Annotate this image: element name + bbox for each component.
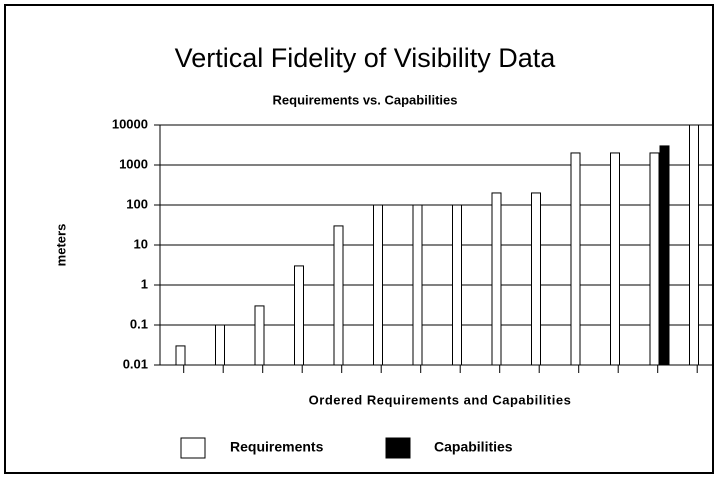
legend-swatch bbox=[385, 437, 411, 459]
bar bbox=[659, 145, 670, 366]
y-axis-label: meters bbox=[53, 224, 68, 267]
bar bbox=[215, 324, 225, 366]
x-axis-label: Ordered Requirements and Capabilities bbox=[309, 392, 572, 407]
bar bbox=[452, 204, 462, 366]
y-tick-label: 0.01 bbox=[123, 356, 148, 371]
legend-swatch bbox=[180, 437, 206, 459]
y-tick-label: 100 bbox=[126, 196, 148, 211]
bar bbox=[294, 265, 304, 366]
bar bbox=[175, 345, 186, 366]
y-tick-label: 10000 bbox=[112, 116, 148, 131]
bar bbox=[649, 152, 660, 366]
y-tick-label: 1 bbox=[141, 276, 148, 291]
bar bbox=[491, 192, 502, 366]
y-tick-label: 0.1 bbox=[130, 316, 148, 331]
bar bbox=[689, 124, 699, 366]
frame bbox=[4, 4, 714, 474]
legend-label: Capabilities bbox=[434, 439, 513, 455]
y-tick-label: 1000 bbox=[119, 156, 148, 171]
chart-subtitle: Requirements vs. Capabilities bbox=[273, 92, 458, 107]
y-tick-label: 10 bbox=[134, 236, 148, 251]
legend-label: Requirements bbox=[230, 439, 324, 455]
bar bbox=[610, 152, 620, 366]
chart-title: Vertical Fidelity of Visibility Data bbox=[175, 43, 557, 73]
bar bbox=[570, 152, 581, 366]
bar bbox=[333, 225, 344, 366]
bar bbox=[531, 192, 541, 366]
bar bbox=[412, 204, 423, 366]
bar bbox=[254, 305, 265, 366]
bar bbox=[373, 204, 383, 366]
